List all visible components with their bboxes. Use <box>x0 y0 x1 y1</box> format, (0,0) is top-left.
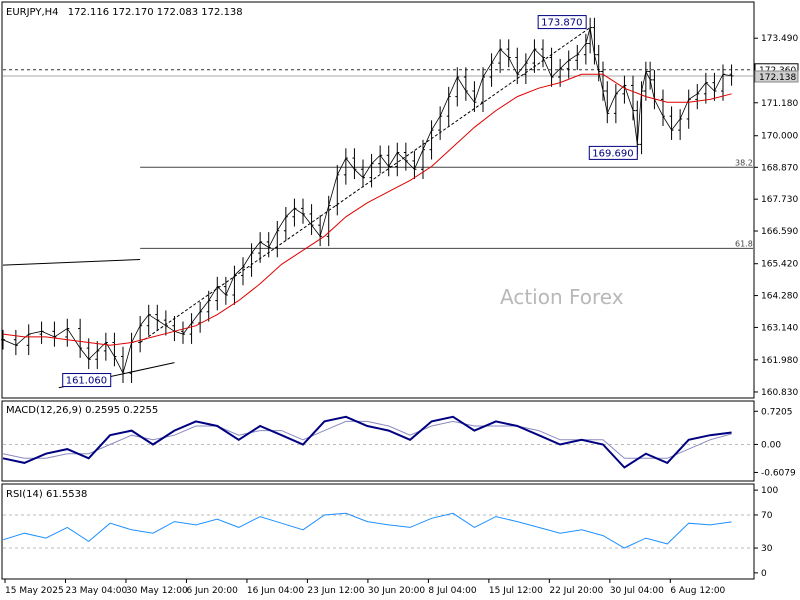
price-tick-label: 166.590 <box>761 227 798 237</box>
rsi-tick-label: 0 <box>761 569 767 579</box>
x-tick-label: 16 Jun 04:00 <box>247 586 304 596</box>
x-tick-label: 6 Aug 12:00 <box>670 586 725 596</box>
ohlc-text: 172.116 172.170 172.083 172.138 <box>68 7 243 18</box>
rsi-line <box>2 512 732 549</box>
price-layer: 38.2 61.8 173.870 169.690 161.060 <box>1 15 753 389</box>
rsi-label: RSI(14) 61.5538 <box>6 489 87 500</box>
rsi-tick-label: 100 <box>761 486 778 496</box>
price-tick-label: 163.140 <box>761 323 798 333</box>
price-panel-frame <box>1 1 755 399</box>
x-tick-label: 22 Jul 20:00 <box>549 586 603 596</box>
annotation-label: 169.690 <box>592 148 633 159</box>
price-tick-label: 161.980 <box>761 356 798 366</box>
macd-layer <box>2 415 753 469</box>
x-tick-label: 30 May 12:00 <box>126 586 188 596</box>
macd-panel-frame <box>1 400 755 482</box>
rsi-panel-frame <box>1 483 755 580</box>
current-price-badge-label: 172.138 <box>759 73 796 83</box>
price-tick-label: 168.870 <box>761 163 798 173</box>
moving-average-line <box>2 73 732 346</box>
rsi-layer <box>2 512 753 549</box>
x-tick-label: 23 Jun 12:00 <box>307 586 364 596</box>
symbol-label: EURJPY,H4 172.116 172.170 172.083 172.13… <box>6 7 243 18</box>
macd-label: MACD(12,26,9) 0.2595 0.2255 <box>6 405 158 416</box>
axis-layer: 173.490172.360171.180170.000168.870167.7… <box>4 34 799 596</box>
x-tick-label: 6 Jun 20:00 <box>186 586 238 596</box>
x-tick-label: 8 Jul 04:00 <box>428 586 477 596</box>
annotation-box <box>62 373 112 388</box>
fib-level-label: 38.2 <box>735 158 753 167</box>
trend-line <box>2 259 141 266</box>
symbol-text: EURJPY,H4 <box>6 7 59 18</box>
x-tick-label: 15 Jul 12:00 <box>489 586 543 596</box>
x-tick-label: 30 Jun 20:00 <box>368 586 425 596</box>
current-price-badge <box>754 70 799 83</box>
annotation-label: 161.060 <box>66 376 107 387</box>
macd-tick-label: 0.7205 <box>761 407 793 417</box>
rsi-tick-label: 30 <box>761 544 773 554</box>
macd-main-line <box>2 415 732 469</box>
price-tick-label: 164.280 <box>761 292 798 302</box>
macd-tick-label: -0.6079 <box>761 468 796 478</box>
price-tick-label: 171.180 <box>761 99 798 109</box>
price-tick-label: 160.830 <box>761 388 798 398</box>
annotation-label: 173.870 <box>541 18 582 29</box>
price-tick-label: 167.730 <box>761 195 798 205</box>
x-tick-label: 15 May 2025 <box>5 586 64 596</box>
annotation-box <box>537 15 587 30</box>
x-tick-label: 30 Jul 04:00 <box>610 586 664 596</box>
price-tick-label: 173.490 <box>761 34 798 44</box>
watermark: Action Forex <box>500 285 624 309</box>
price-series-line <box>2 27 732 375</box>
macd-signal-line <box>2 420 732 459</box>
price-tick-label: 170.000 <box>761 132 798 142</box>
fib-level-label: 61.8 <box>735 239 753 248</box>
price-tick-label: 165.420 <box>761 260 798 270</box>
x-tick-label: 23 May 04:00 <box>65 586 127 596</box>
annotation-box <box>588 145 638 160</box>
macd-tick-label: 0.00 <box>761 440 781 450</box>
rsi-tick-label: 70 <box>761 511 773 521</box>
